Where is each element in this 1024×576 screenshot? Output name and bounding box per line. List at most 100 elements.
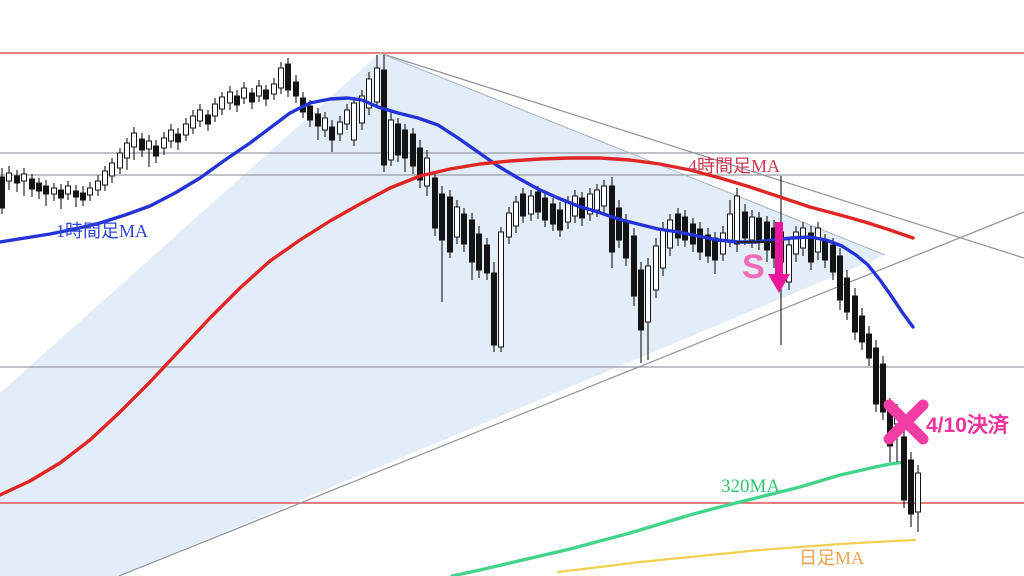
candle-body	[65, 185, 71, 195]
candle-body	[14, 175, 20, 184]
candle-body	[212, 103, 218, 117]
candle-body	[880, 363, 886, 413]
candle-body	[901, 436, 907, 501]
candle-body	[660, 229, 666, 269]
candles-layer	[0, 55, 921, 532]
candle-body	[183, 123, 189, 136]
candle-body	[366, 78, 372, 109]
candle-body	[410, 133, 416, 167]
candle-body	[315, 113, 321, 127]
candle-body	[263, 89, 269, 100]
candle-body	[285, 63, 291, 91]
candle-body	[117, 152, 123, 169]
ma-1h-line	[0, 96, 915, 329]
candle-body	[749, 216, 755, 241]
candle-body	[197, 109, 203, 122]
candle-body	[837, 255, 843, 301]
candle-body	[682, 216, 688, 241]
candle-body	[168, 129, 174, 142]
candle-body	[227, 91, 233, 104]
candle-body	[645, 265, 651, 323]
candle-body	[550, 203, 556, 225]
candle-body	[822, 239, 828, 261]
candle-body	[175, 133, 181, 143]
candle-body	[528, 195, 534, 215]
shade-upper-edge	[379, 52, 886, 256]
candle-body	[29, 178, 35, 190]
candle-body	[469, 219, 475, 263]
candle-body	[557, 209, 563, 231]
candle-body	[542, 197, 548, 221]
candle-body	[124, 142, 130, 159]
candle-body	[271, 83, 277, 95]
ma-320-label: 320MA	[721, 476, 780, 497]
candle-body	[329, 126, 335, 141]
candle-body	[520, 193, 526, 217]
candle-body	[793, 231, 799, 255]
descending-trendline	[379, 52, 1024, 259]
candle-body	[623, 221, 629, 259]
candle-body	[594, 189, 600, 211]
candle-body	[87, 187, 93, 196]
candle-body	[720, 232, 726, 255]
candle-body	[484, 244, 490, 274]
candle-body	[844, 277, 850, 313]
candle-body	[506, 212, 512, 238]
candle-body	[21, 173, 27, 182]
candle-body	[587, 193, 593, 215]
candle-body	[859, 315, 865, 343]
slow-ma-layer	[450, 460, 917, 576]
candle-body	[351, 102, 357, 141]
candle-body	[161, 137, 167, 149]
candle-body	[727, 213, 733, 241]
exit-label: 4/10決済	[926, 413, 1010, 437]
candle-body	[402, 129, 408, 159]
candle-body	[256, 85, 262, 97]
candle-body	[756, 217, 762, 243]
candle-body	[476, 233, 482, 271]
candle-body	[131, 132, 137, 148]
annotations-layer: S 4/10決済	[742, 222, 1010, 445]
candle-body	[491, 272, 497, 346]
candle-body	[638, 269, 644, 331]
candle-body	[873, 347, 879, 405]
candle-body	[432, 177, 438, 229]
candle-body	[667, 219, 673, 249]
ma-daily-line	[556, 538, 917, 574]
candle-body	[43, 185, 49, 195]
candle-body	[374, 67, 380, 103]
ma-daily-label: 日足MA	[799, 548, 864, 568]
candle-body	[631, 235, 637, 297]
candle-body	[139, 138, 145, 151]
candle-body	[498, 231, 504, 348]
candle-body	[461, 213, 467, 245]
candle-body	[734, 195, 740, 245]
candle-body	[675, 213, 681, 239]
candle-body	[808, 232, 814, 263]
candle-body	[454, 206, 460, 238]
candle-body	[241, 87, 247, 99]
candle-body	[915, 472, 921, 513]
candle-body	[513, 201, 519, 227]
exit-x-icon	[883, 399, 929, 445]
candle-body	[249, 92, 255, 103]
candle-body	[830, 244, 836, 273]
candle-body	[381, 69, 387, 166]
candle-body	[109, 162, 115, 177]
candle-body	[616, 207, 622, 241]
candle-body	[601, 185, 607, 207]
candle-body	[0, 176, 5, 209]
candle-body	[51, 187, 57, 195]
short-entry-label: S	[742, 248, 765, 286]
candle-body	[58, 189, 64, 199]
ma-labels-layer: 1時間足MA 4時間足MA 320MA 日足MA	[56, 156, 864, 568]
candle-body	[278, 67, 284, 89]
ma-4h-line	[0, 156, 915, 497]
triangle-consolidation-shade	[0, 53, 885, 576]
candle-body	[424, 157, 430, 187]
short-arrow-head-icon	[768, 274, 790, 293]
candle-body	[102, 170, 108, 186]
candle-body	[190, 115, 196, 129]
